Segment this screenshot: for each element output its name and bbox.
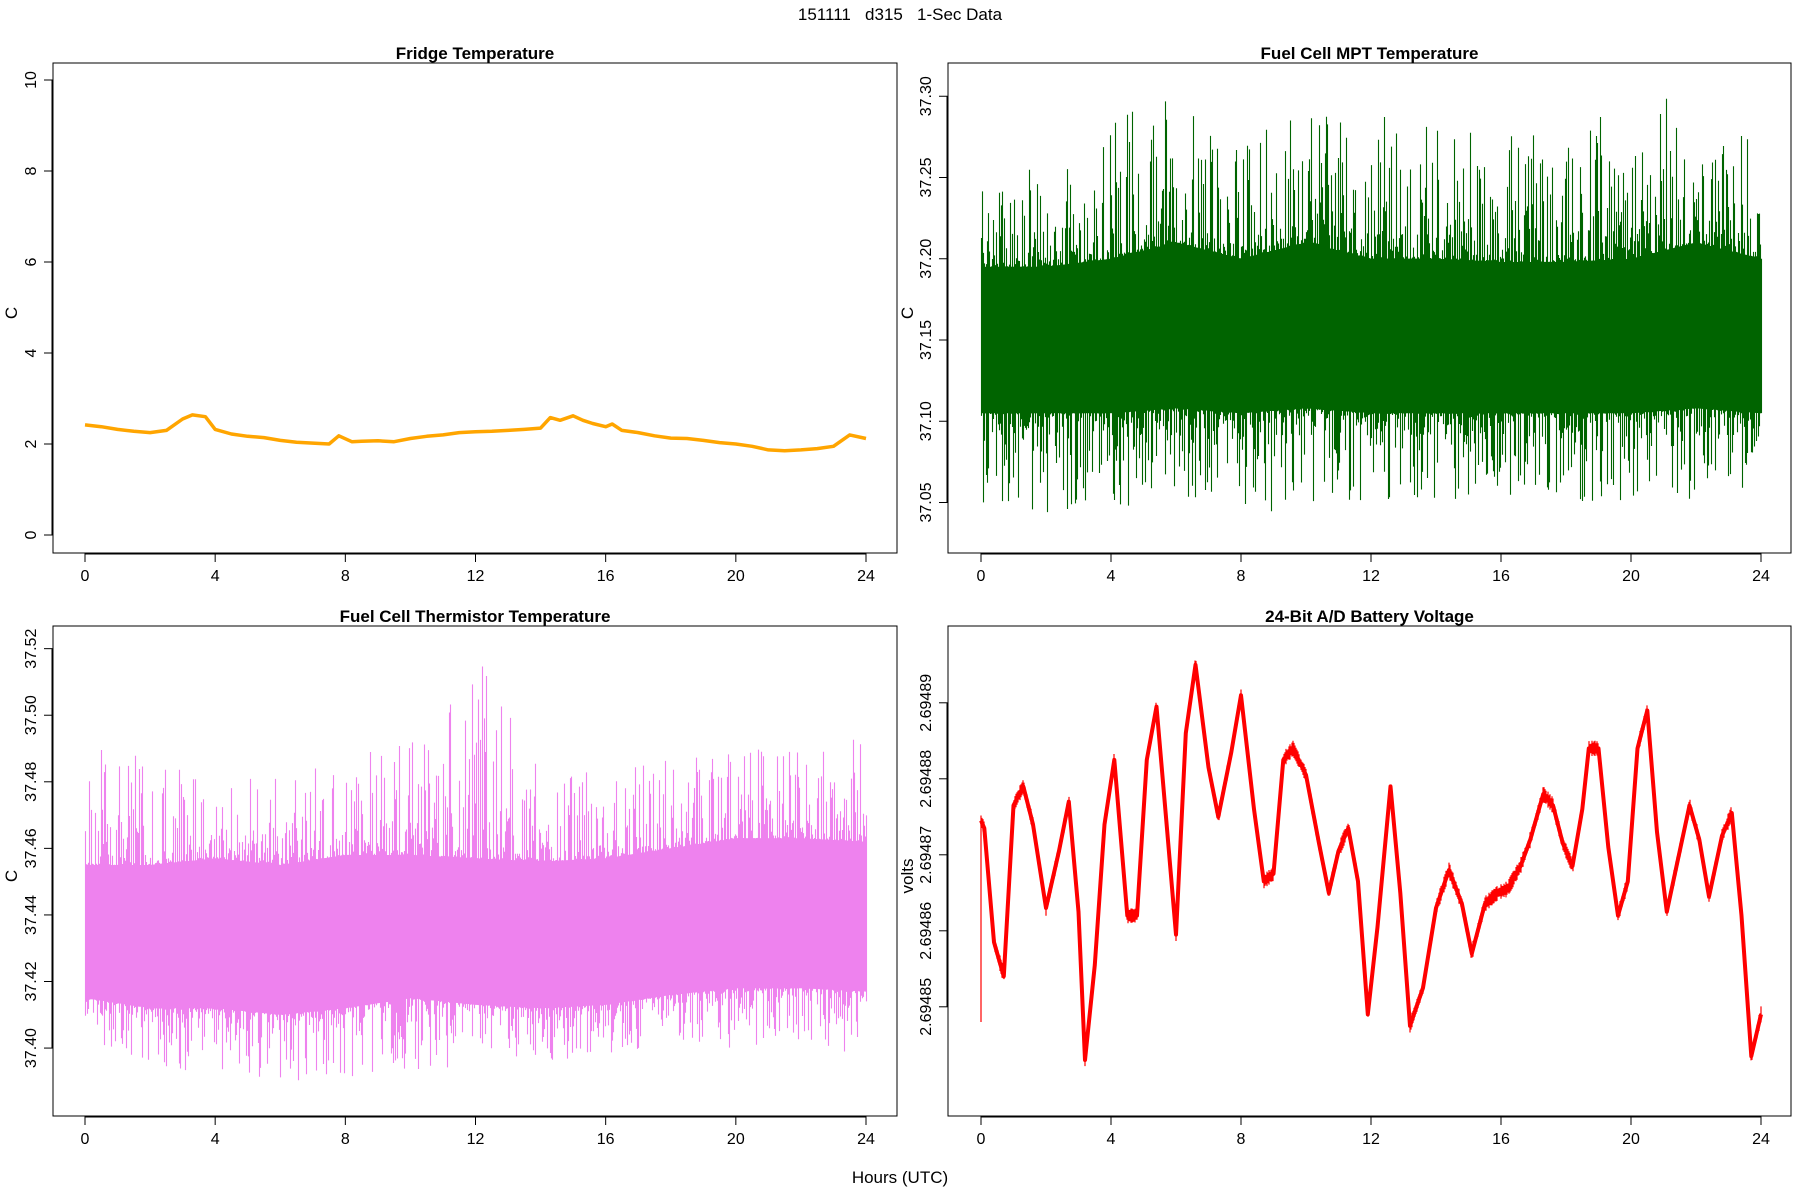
y-tick-label: 2.69489	[918, 674, 935, 732]
x-tick-label: 0	[81, 1131, 90, 1148]
y-tick-label: 37.20	[918, 239, 935, 279]
y-tick-label: 37.30	[918, 76, 935, 116]
x-tick-label: 4	[1107, 1131, 1116, 1148]
y-tick-label: 8	[23, 166, 40, 175]
x-tick-label: 12	[1362, 1131, 1380, 1148]
x-tick-label: 24	[1752, 1131, 1770, 1148]
y-axis-label: volts	[898, 859, 917, 894]
panel-title: Fuel Cell MPT Temperature	[1261, 44, 1479, 63]
figure-title: 151111 d315 1-Sec Data	[797, 5, 1003, 24]
x-tick-label: 0	[977, 1131, 986, 1148]
series-core-band	[85, 838, 866, 1015]
x-tick-label: 24	[1752, 568, 1770, 585]
y-axis: 2.69485 2.69486 2.69487 2.69488 2.69489	[918, 674, 948, 1036]
y-axis-label: C	[2, 307, 21, 319]
x-tick-label: 12	[467, 1131, 485, 1148]
y-tick-label: 37.48	[23, 762, 40, 802]
y-tick-label: 6	[23, 257, 40, 266]
x-tick-label: 12	[1362, 568, 1380, 585]
x-tick-label: 4	[211, 1131, 220, 1148]
y-tick-label: 37.40	[23, 1028, 40, 1068]
panel-title: 24-Bit A/D Battery Voltage	[1265, 607, 1474, 626]
x-tick-label: 20	[1622, 568, 1640, 585]
y-axis-label: C	[2, 870, 21, 882]
y-axis: 37.40 37.42 37.44 37.46 37.48 37.50 37.52	[23, 629, 53, 1068]
y-tick-label: 2.69487	[918, 826, 935, 884]
x-tick-label: 16	[1492, 1131, 1510, 1148]
x-tick-label: 24	[857, 1131, 875, 1148]
shared-x-axis-label: Hours (UTC)	[851, 1168, 949, 1187]
y-tick-label: 2	[23, 439, 40, 448]
y-tick-label: 37.25	[918, 157, 935, 197]
y-axis: 37.05 37.10 37.15 37.20 37.25 37.30	[918, 76, 948, 523]
x-tick-label: 20	[727, 568, 745, 585]
y-axis-label: C	[898, 307, 917, 319]
x-tick-label: 8	[1237, 1131, 1246, 1148]
series-core-band	[981, 242, 1761, 414]
x-tick-label: 4	[1107, 568, 1116, 585]
x-axis: 0 4 8 12 16 20 24	[977, 553, 1770, 585]
y-tick-label: 37.10	[918, 401, 935, 441]
x-tick-label: 12	[467, 568, 485, 585]
x-tick-label: 4	[211, 568, 220, 585]
y-tick-label: 10	[23, 71, 40, 89]
x-tick-label: 8	[341, 1131, 350, 1148]
panel-fuel-cell-thermistor-temperature: Fuel Cell Thermistor Temperature C 0 4 8 12 16…	[2, 607, 898, 1148]
y-tick-label: 2.69486	[918, 902, 935, 960]
series-line	[84, 413, 867, 453]
y-axis: 0 2 4 6 8 10	[23, 71, 53, 539]
x-axis: 0 4 8 12 16 20 24	[81, 553, 875, 585]
x-tick-label: 16	[1492, 568, 1510, 585]
x-tick-label: 16	[597, 1131, 615, 1148]
plot-frame	[52, 62, 898, 554]
panel-title: Fridge Temperature	[396, 44, 554, 63]
series-line	[979, 662, 1763, 1062]
y-tick-label: 37.46	[23, 828, 40, 868]
y-tick-label: 37.15	[918, 320, 935, 360]
panel-battery-voltage: 24-Bit A/D Battery Voltage volts 0 4 8 12 16 20…	[898, 607, 1792, 1148]
panel-title: Fuel Cell Thermistor Temperature	[340, 607, 611, 626]
plot-frame	[947, 625, 1792, 1117]
x-tick-label: 24	[857, 568, 875, 585]
y-tick-label: 37.42	[23, 961, 40, 1001]
panel-fuel-cell-mpt-temperature: Fuel Cell MPT Temperature C 0 4 8 12 16 20 24 37.…	[898, 44, 1792, 585]
x-axis: 0 4 8 12 16 20 24	[81, 1116, 875, 1148]
x-tick-label: 0	[81, 568, 90, 585]
y-tick-label: 4	[23, 348, 40, 357]
plot-frame	[947, 62, 1792, 554]
y-tick-label: 37.05	[918, 482, 935, 522]
x-tick-label: 0	[977, 568, 986, 585]
x-tick-label: 8	[1237, 568, 1246, 585]
x-tick-label: 16	[597, 568, 615, 585]
y-tick-label: 37.44	[23, 895, 40, 935]
y-tick-label: 0	[23, 530, 40, 539]
x-axis: 0 4 8 12 16 20 24	[977, 1116, 1770, 1148]
x-tick-label: 20	[727, 1131, 745, 1148]
y-tick-label: 37.52	[23, 629, 40, 669]
x-tick-label: 8	[341, 568, 350, 585]
y-tick-label: 2.69488	[918, 750, 935, 808]
y-tick-label: 2.69485	[918, 978, 935, 1036]
y-tick-label: 37.50	[23, 695, 40, 735]
x-tick-label: 20	[1622, 1131, 1640, 1148]
